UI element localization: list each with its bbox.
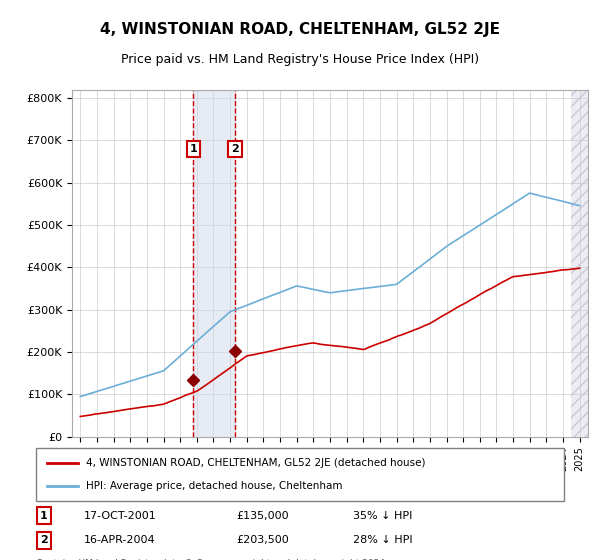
Text: 4, WINSTONIAN ROAD, CHELTENHAM, GL52 2JE: 4, WINSTONIAN ROAD, CHELTENHAM, GL52 2JE xyxy=(100,22,500,38)
Text: 28% ↓ HPI: 28% ↓ HPI xyxy=(353,535,412,545)
Text: £135,000: £135,000 xyxy=(236,511,289,521)
Text: Contains HM Land Registry data © Crown copyright and database right 2024.
This d: Contains HM Land Registry data © Crown c… xyxy=(36,559,388,560)
Text: 1: 1 xyxy=(190,144,197,154)
Text: Price paid vs. HM Land Registry's House Price Index (HPI): Price paid vs. HM Land Registry's House … xyxy=(121,53,479,66)
Text: 16-APR-2004: 16-APR-2004 xyxy=(83,535,155,545)
Text: 35% ↓ HPI: 35% ↓ HPI xyxy=(353,511,412,521)
Bar xyxy=(571,90,588,437)
Text: 4, WINSTONIAN ROAD, CHELTENHAM, GL52 2JE (detached house): 4, WINSTONIAN ROAD, CHELTENHAM, GL52 2JE… xyxy=(86,458,425,468)
Text: 1: 1 xyxy=(40,511,48,521)
Text: £203,500: £203,500 xyxy=(236,535,289,545)
Text: HPI: Average price, detached house, Cheltenham: HPI: Average price, detached house, Chel… xyxy=(86,481,343,491)
FancyBboxPatch shape xyxy=(36,448,564,501)
Text: 2: 2 xyxy=(40,535,48,545)
Text: 2: 2 xyxy=(231,144,239,154)
Bar xyxy=(193,90,235,437)
Text: 17-OCT-2001: 17-OCT-2001 xyxy=(83,511,156,521)
